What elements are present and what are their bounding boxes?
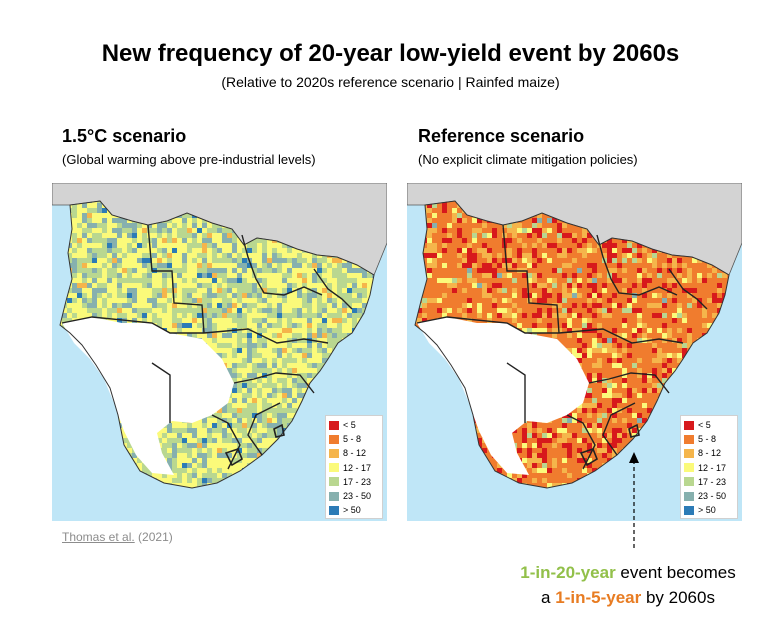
country-border [566,414,596,470]
country-border [233,372,315,394]
legend-item: 12 - 17 [329,461,379,475]
legend-label: > 50 [343,505,361,516]
legend-item: 17 - 23 [684,475,734,489]
citation-author-link[interactable]: Thomas et al. [62,530,135,544]
legend-swatch [684,420,694,430]
legend-item: 5 - 8 [329,432,379,446]
country-border [416,316,559,334]
page-subtitle: (Relative to 2020s reference scenario | … [221,74,560,90]
legend-swatch [684,491,694,501]
legend-item: 12 - 17 [684,461,734,475]
citation-year: (2021) [138,530,173,544]
country-border [506,362,526,423]
legend-label: 5 - 8 [698,434,717,445]
callout-arrow [629,452,639,548]
eswatini-border [273,423,285,438]
callout-text-2: a [541,588,556,607]
country-border [211,414,241,470]
coastline [414,200,730,489]
legend-label: 23 - 50 [698,491,727,502]
country-border [313,268,353,310]
callout-green: 1-in-20-year [520,563,616,582]
map-right: < 5 5 - 8 8 - 12 12 - 17 17 - 23 23 - 50 > 50 [407,183,742,521]
callout-text: 1-in-20-year event becomes a 1-in-5-year… [478,560,778,610]
legend-swatch [684,434,694,444]
country-border [247,402,281,456]
legend-item: 17 - 23 [329,475,379,489]
map-left: < 5 5 - 8 8 - 12 12 - 17 17 - 23 23 - 50 > 50 [52,183,387,521]
coastline [59,200,375,489]
legend-label: 8 - 12 [343,448,367,459]
legend-item: < 5 [329,418,379,432]
legend-swatch [329,477,339,487]
no-data-region [62,317,234,475]
legend-left: < 5 5 - 8 8 - 12 12 - 17 17 - 23 23 - 50 > 50 [325,415,383,519]
panel-left-subtitle: (Global warming above pre-industrial lev… [62,152,316,167]
legend-item: 5 - 8 [684,432,734,446]
panel-left-title: 1.5°C scenario [62,126,187,146]
legend-swatch [329,448,339,458]
legend-item: > 50 [329,503,379,517]
legend-label: 17 - 23 [343,476,372,487]
panel-right-subtitle: (No explicit climate mitigation policies… [418,152,638,167]
country-border [668,268,708,310]
lesotho-border [579,448,598,467]
country-border [602,402,636,456]
legend-swatch [329,491,339,501]
no-data-region [417,317,589,475]
legend-label: 8 - 12 [698,448,722,459]
legend-swatch [329,463,339,473]
country-border [558,328,684,344]
country-border [502,224,560,334]
country-border [241,234,323,296]
country-border [151,362,171,423]
legend-swatch [329,434,339,444]
panel-right-title: Reference scenario [418,126,585,146]
legend-label: 5 - 8 [343,434,362,445]
legend-swatch [684,505,694,515]
legend-label: 17 - 23 [698,476,727,487]
page-title: New frequency of 20-year low-yield event… [101,40,680,67]
eswatini-border [628,423,640,438]
legend-label: 12 - 17 [343,462,372,473]
country-border [588,372,670,394]
legend-item: < 5 [684,418,734,432]
legend-item: 23 - 50 [684,489,734,503]
legend-right: < 5 5 - 8 8 - 12 12 - 17 17 - 23 23 - 50 > 50 [680,415,738,519]
lesotho-border [224,448,243,467]
callout-text-1: event becomes [615,563,736,582]
legend-label: 23 - 50 [343,491,372,502]
legend-swatch [684,477,694,487]
citation[interactable]: Thomas et al. (2021) [62,530,173,544]
legend-swatch [684,448,694,458]
legend-swatch [329,420,339,430]
legend-swatch [329,505,339,515]
country-border [596,234,678,296]
legend-item: > 50 [684,503,734,517]
legend-swatch [684,463,694,473]
legend-item: 8 - 12 [684,446,734,460]
legend-item: 23 - 50 [329,489,379,503]
legend-label: < 5 [698,420,711,431]
callout-orange: 1-in-5-year [555,588,642,607]
legend-label: < 5 [343,420,356,431]
map-right-svg [407,183,742,489]
callout-text-3: by 2060s [641,588,715,607]
country-border [203,328,329,344]
legend-label: 12 - 17 [698,462,727,473]
country-border [61,316,204,334]
country-border [147,224,205,334]
legend-item: 8 - 12 [329,446,379,460]
legend-label: > 50 [698,505,716,516]
